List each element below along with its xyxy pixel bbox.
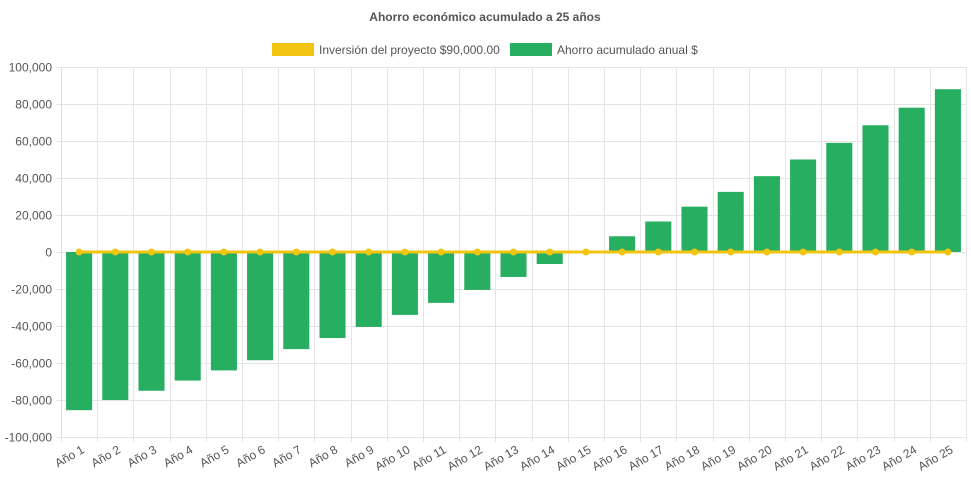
x-tick-label: Año 20 bbox=[734, 442, 774, 473]
legend-item-bar[interactable]: Ahorro acumulado anual $ bbox=[510, 43, 698, 57]
investment-point-23[interactable] bbox=[872, 248, 879, 256]
bar-14[interactable] bbox=[536, 252, 563, 265]
investment-point-9[interactable] bbox=[365, 248, 373, 256]
investment-point-17[interactable] bbox=[654, 248, 662, 256]
investment-point-4[interactable] bbox=[184, 248, 192, 256]
y-tick-label: -20,000 bbox=[11, 283, 52, 297]
investment-point-24[interactable] bbox=[908, 248, 916, 256]
x-tick-label: Año 11 bbox=[409, 442, 448, 473]
bar-16[interactable] bbox=[609, 236, 636, 252]
x-tick-label: Año 14 bbox=[517, 442, 557, 473]
investment-point-19[interactable] bbox=[727, 248, 735, 256]
y-tick-label: 40,000 bbox=[15, 172, 52, 186]
x-tick-label: Año 23 bbox=[843, 442, 883, 473]
legend-label-line: Inversión del proyecto $90,000.00 bbox=[319, 43, 500, 57]
x-tick-label: Año 7 bbox=[270, 442, 304, 470]
bar-6[interactable] bbox=[247, 252, 274, 361]
bar-5[interactable] bbox=[210, 252, 237, 371]
bar-7[interactable] bbox=[283, 252, 310, 350]
bar-23[interactable] bbox=[862, 125, 889, 252]
bar-20[interactable] bbox=[753, 176, 780, 252]
investment-point-7[interactable] bbox=[292, 248, 300, 256]
bar-25[interactable] bbox=[934, 89, 961, 252]
investment-point-25[interactable] bbox=[944, 248, 952, 256]
y-tick-label: 60,000 bbox=[15, 135, 52, 149]
bar-1[interactable] bbox=[66, 252, 93, 411]
bar-24[interactable] bbox=[898, 107, 925, 252]
investment-point-22[interactable] bbox=[835, 248, 843, 256]
bars bbox=[66, 89, 961, 411]
bar-11[interactable] bbox=[428, 252, 455, 303]
bar-10[interactable] bbox=[391, 252, 418, 315]
bar-2[interactable] bbox=[102, 252, 129, 400]
x-tick-label: Año 22 bbox=[807, 442, 847, 473]
investment-point-12[interactable] bbox=[473, 248, 481, 256]
y-tick-label: 100,000 bbox=[9, 61, 53, 75]
y-axis-ticks: 100,000 80,000 60,000 40,000 20,000 0 -20,000 -… bbox=[5, 61, 53, 445]
x-tick-label: Año 15 bbox=[553, 442, 593, 473]
x-tick-label: Año 4 bbox=[161, 442, 195, 470]
bar-12[interactable] bbox=[464, 252, 491, 290]
bar-22[interactable] bbox=[826, 142, 853, 252]
x-axis-ticks: Año 1 Año 2 Año 3 Año 4 Año 5 Año 6 Año 7 Año 8… bbox=[52, 442, 955, 473]
legend-label-bar: Ahorro acumulado anual $ bbox=[557, 43, 698, 57]
investment-point-15[interactable] bbox=[582, 248, 590, 256]
x-tick-label: Año 2 bbox=[89, 442, 123, 470]
x-tick-label: Año 6 bbox=[233, 442, 267, 470]
x-tick-label: Año 18 bbox=[662, 442, 702, 473]
investment-point-13[interactable] bbox=[510, 248, 517, 256]
legend: Inversión del proyecto $90,000.00 Ahorro… bbox=[272, 43, 698, 57]
x-tick-label: Año 17 bbox=[626, 442, 666, 473]
legend-item-line[interactable]: Inversión del proyecto $90,000.00 bbox=[272, 43, 500, 57]
investment-point-3[interactable] bbox=[148, 248, 155, 256]
x-tick-label: Año 12 bbox=[445, 442, 485, 473]
x-tick-label: Año 25 bbox=[915, 442, 955, 473]
x-tick-label: Año 21 bbox=[771, 442, 811, 473]
investment-point-21[interactable] bbox=[799, 248, 807, 256]
y-tick-label: -60,000 bbox=[11, 357, 52, 371]
bar-18[interactable] bbox=[681, 206, 708, 252]
x-tick-label: Año 16 bbox=[590, 442, 630, 473]
y-tick-label: 0 bbox=[45, 246, 52, 260]
y-tick-label: 20,000 bbox=[15, 209, 52, 223]
legend-swatch-line bbox=[272, 43, 314, 56]
y-tick-label: 80,000 bbox=[15, 98, 52, 112]
bar-3[interactable] bbox=[138, 252, 165, 391]
bar-21[interactable] bbox=[790, 159, 817, 253]
investment-point-18[interactable] bbox=[691, 248, 698, 256]
investment-point-20[interactable] bbox=[763, 248, 771, 256]
bar-9[interactable] bbox=[355, 252, 382, 327]
bar-13[interactable] bbox=[500, 252, 527, 277]
line-series bbox=[75, 248, 952, 256]
x-tick-label: Año 24 bbox=[879, 442, 919, 473]
investment-point-14[interactable] bbox=[546, 248, 554, 256]
x-tick-label: Año 3 bbox=[125, 442, 159, 470]
x-tick-label: Año 10 bbox=[372, 442, 412, 473]
investment-point-10[interactable] bbox=[401, 248, 409, 256]
x-tick-label: Año 13 bbox=[481, 442, 521, 473]
x-tick-label: Año 8 bbox=[306, 442, 340, 470]
investment-point-6[interactable] bbox=[256, 248, 264, 256]
x-tick-label: Año 19 bbox=[698, 442, 738, 473]
x-tick-label: Año 1 bbox=[52, 442, 86, 470]
bar-17[interactable] bbox=[645, 221, 672, 252]
bar-4[interactable] bbox=[174, 252, 201, 381]
investment-point-1[interactable] bbox=[75, 248, 83, 256]
y-tick-label: -80,000 bbox=[11, 394, 52, 408]
legend-swatch-bar bbox=[510, 43, 552, 56]
y-tick-label: -40,000 bbox=[11, 320, 52, 334]
y-tick-label: -100,000 bbox=[5, 431, 53, 445]
investment-point-16[interactable] bbox=[618, 248, 626, 256]
bar-19[interactable] bbox=[717, 191, 744, 252]
chart-title: Ahorro económico acumulado a 25 años bbox=[369, 10, 601, 24]
investment-point-2[interactable] bbox=[111, 248, 119, 256]
x-tick-label: Año 5 bbox=[197, 442, 231, 470]
x-tick-label: Año 9 bbox=[342, 442, 376, 470]
investment-point-5[interactable] bbox=[220, 248, 228, 256]
investment-point-11[interactable] bbox=[437, 248, 445, 256]
investment-point-8[interactable] bbox=[329, 248, 336, 256]
bar-8[interactable] bbox=[319, 252, 346, 339]
